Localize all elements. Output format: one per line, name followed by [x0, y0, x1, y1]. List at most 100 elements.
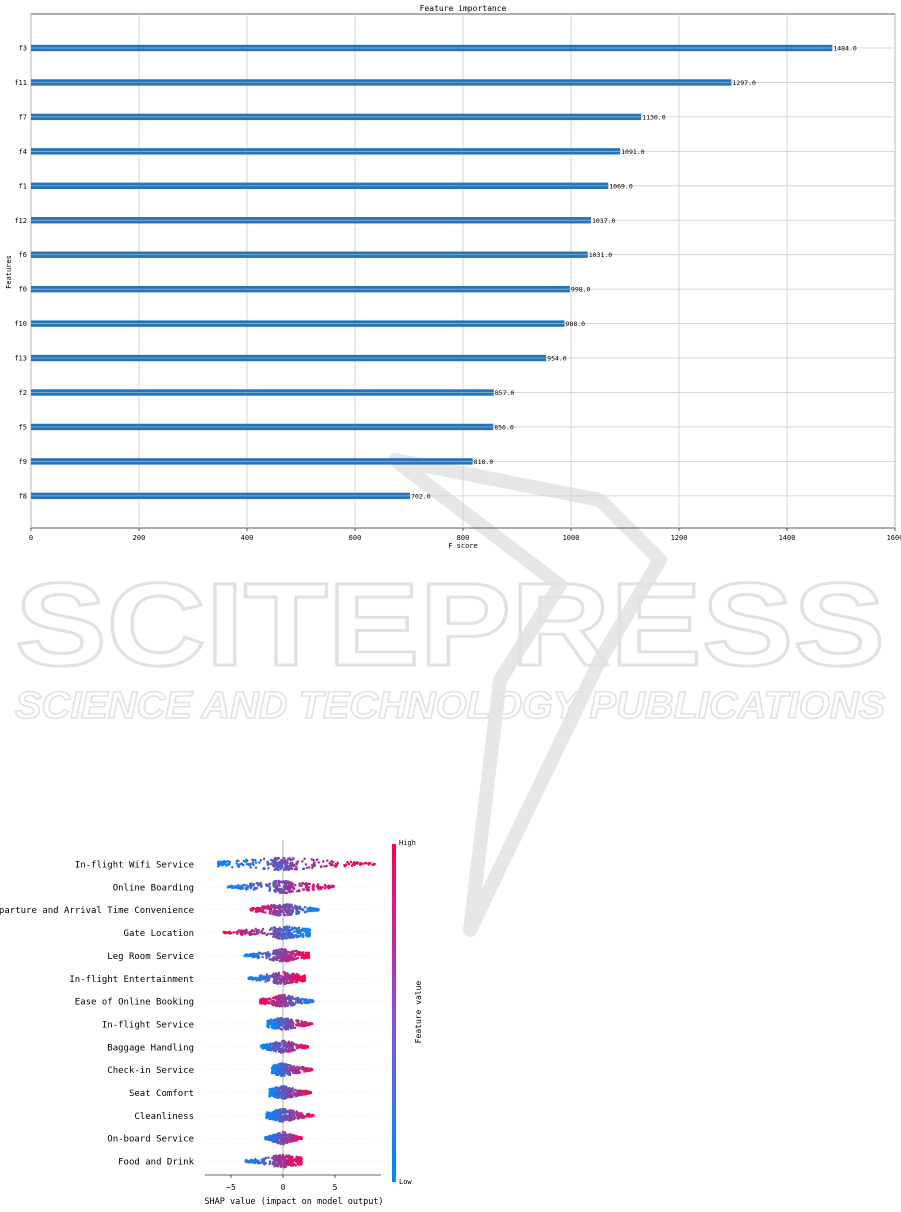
shap-feature-label: On-board Service [107, 1135, 194, 1145]
shap-point [275, 952, 278, 955]
shap-feature-label: Check-in Service [107, 1066, 194, 1076]
shap-point [306, 889, 309, 892]
bar-value-label: 1297.0 [732, 79, 756, 87]
shap-point [282, 1115, 285, 1119]
shap-point [261, 927, 265, 931]
shap-point [216, 862, 220, 865]
shap-point [281, 1139, 284, 1143]
shap-point [319, 885, 322, 889]
bar-x-tick-label: 800 [457, 534, 470, 542]
shap-point [303, 1091, 307, 1094]
bar-value-label: 1037.0 [592, 217, 616, 225]
shap-point [290, 883, 294, 887]
shap-point [241, 933, 244, 936]
shap-x-tick-label: 5 [333, 1183, 338, 1192]
shap-point [271, 1088, 275, 1091]
shap-point [282, 1164, 286, 1168]
shap-point [252, 930, 256, 933]
shap-point [269, 858, 273, 862]
shap-point [279, 1048, 282, 1052]
shap-point [259, 909, 263, 913]
shap-point [279, 1094, 282, 1097]
shap-point [279, 867, 282, 871]
shap-point [289, 974, 293, 978]
bar-value-label: 702.0 [411, 492, 431, 500]
shap-point [282, 856, 285, 860]
shap-point [269, 1048, 273, 1052]
shap-point [284, 879, 288, 883]
shap-point [272, 976, 276, 979]
shap-point [285, 950, 288, 954]
shap-point [275, 1090, 279, 1093]
shap-point [283, 971, 287, 975]
shap-point [321, 886, 324, 889]
shap-point [268, 1020, 271, 1023]
shap-point [286, 956, 290, 959]
shap-point [272, 926, 276, 929]
shap-point [283, 933, 286, 936]
shap-point [279, 1113, 282, 1117]
shap-x-ticks: −5 0 5 [226, 1175, 338, 1192]
shap-point [288, 867, 291, 871]
shap-point [291, 890, 294, 893]
shap-point [277, 953, 280, 956]
shap-point [275, 979, 278, 982]
shap-point [280, 887, 283, 891]
shap-point [288, 1042, 292, 1045]
bar-chart-bars: 1484.0 1297.0 1130.0 1091.0 1069.0 1037.0 1031… [31, 45, 857, 500]
bar-chart-x-ticks: 0 200 400 600 800 1000 1200 1400 1600 [29, 528, 901, 542]
shap-point [289, 936, 292, 940]
shap-point [266, 997, 270, 1001]
shap-x-tick-label: 0 [281, 1183, 286, 1192]
shap-point [250, 928, 254, 932]
shap-point [274, 911, 278, 914]
shap-point [278, 926, 282, 930]
shap-point [293, 1091, 296, 1094]
shap-point [306, 1092, 309, 1095]
shap-point [288, 1050, 292, 1053]
shap-point [299, 953, 302, 957]
shap-point [268, 882, 272, 885]
shap-point [285, 1046, 288, 1049]
shap-point [288, 1025, 292, 1029]
shap-point [268, 1135, 271, 1138]
shap-point [298, 889, 301, 893]
shap-point [288, 1089, 292, 1093]
shap-point [274, 1140, 277, 1144]
shap-point [275, 1043, 279, 1046]
shap-point [323, 883, 327, 887]
shap-point [323, 865, 326, 868]
shap-point [282, 930, 285, 934]
shap-point [283, 1111, 287, 1114]
shap-point [270, 927, 273, 930]
shap-point [259, 883, 262, 886]
shap-point [268, 887, 272, 890]
shap-point [294, 883, 297, 887]
shap-point [244, 931, 247, 935]
shap-point [296, 931, 299, 934]
shap-point [296, 1116, 300, 1120]
shap-point [272, 1000, 275, 1003]
shap-point [277, 1141, 280, 1145]
shap-point [273, 1042, 276, 1045]
shap-point [302, 1023, 306, 1027]
shap-point [289, 954, 292, 958]
shap-point [272, 955, 276, 959]
shap-row: Cleanliness [134, 1107, 381, 1123]
shap-point [301, 860, 304, 863]
shap-point [286, 1027, 290, 1031]
shap-point [277, 1068, 280, 1072]
bar-value-label: 818.0 [474, 458, 494, 466]
shap-point [286, 1161, 290, 1164]
shap-point [291, 1159, 295, 1162]
shap-point [282, 885, 286, 888]
shap-point [248, 977, 251, 980]
shap-point [263, 931, 266, 935]
shap-point [248, 953, 251, 956]
shap-point [283, 1156, 287, 1159]
shap-point [285, 861, 289, 865]
shap-point [273, 1094, 277, 1097]
shap-point [295, 865, 298, 868]
shap-point [300, 954, 304, 958]
shap-point [268, 1162, 271, 1166]
